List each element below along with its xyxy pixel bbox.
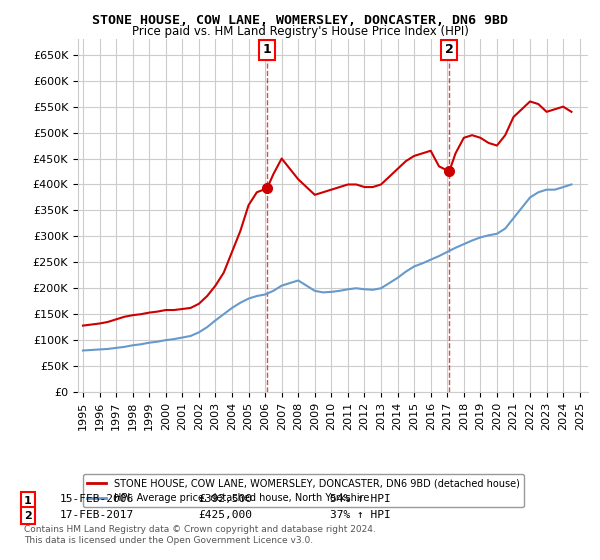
Text: 37% ↑ HPI: 37% ↑ HPI	[330, 510, 391, 520]
Text: £392,500: £392,500	[198, 494, 252, 504]
Text: Contains HM Land Registry data © Crown copyright and database right 2024.
This d: Contains HM Land Registry data © Crown c…	[24, 525, 376, 545]
Text: 54% ↑ HPI: 54% ↑ HPI	[330, 494, 391, 504]
Text: Price paid vs. HM Land Registry's House Price Index (HPI): Price paid vs. HM Land Registry's House …	[131, 25, 469, 38]
Text: 2: 2	[445, 43, 454, 57]
Legend: STONE HOUSE, COW LANE, WOMERSLEY, DONCASTER, DN6 9BD (detached house), HPI: Aver: STONE HOUSE, COW LANE, WOMERSLEY, DONCAS…	[83, 474, 524, 507]
Text: 15-FEB-2006: 15-FEB-2006	[60, 494, 134, 504]
Text: 2: 2	[24, 511, 32, 521]
Text: 1: 1	[263, 43, 271, 57]
Text: 17-FEB-2017: 17-FEB-2017	[60, 510, 134, 520]
Text: 1: 1	[24, 496, 32, 506]
Text: £425,000: £425,000	[198, 510, 252, 520]
Text: STONE HOUSE, COW LANE, WOMERSLEY, DONCASTER, DN6 9BD: STONE HOUSE, COW LANE, WOMERSLEY, DONCAS…	[92, 14, 508, 27]
